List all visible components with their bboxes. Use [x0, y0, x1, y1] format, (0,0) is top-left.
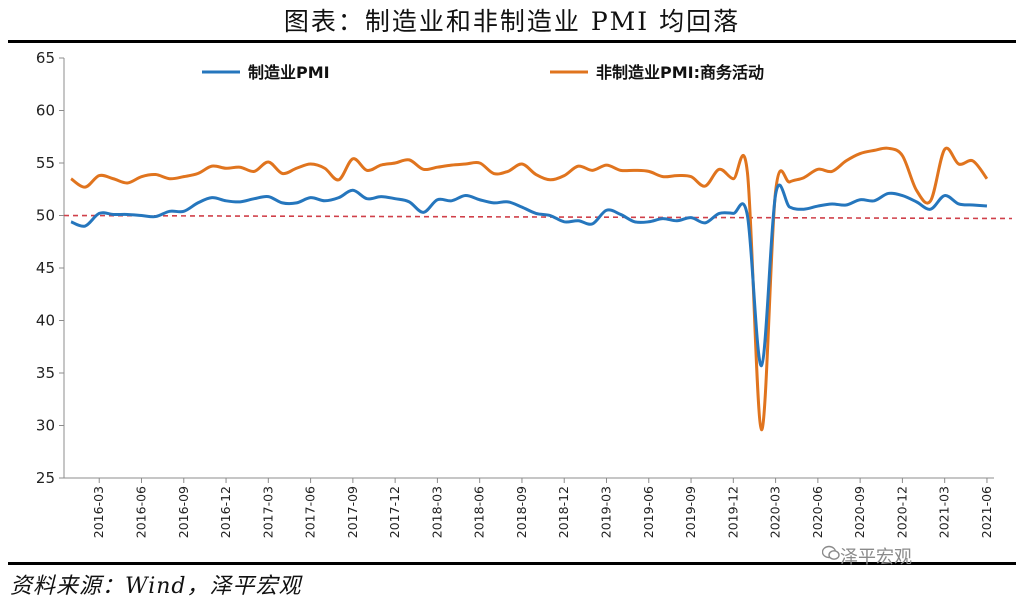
x-tick-label: 2018-06: [472, 486, 487, 538]
legend-label: 非制造业PMI:商务活动: [596, 63, 764, 82]
x-tick-label: 2017-09: [345, 486, 360, 538]
source-note: 资料来源：Wind，泽平宏观: [10, 574, 302, 599]
series-line-nonmanufacturing: [70, 146, 989, 432]
x-tick-label: 2016-06: [134, 486, 149, 538]
source-rule: [8, 562, 1016, 565]
y-tick-label: 45: [36, 259, 55, 277]
x-tick-label: 2018-12: [556, 486, 571, 538]
y-tick-label: 60: [36, 102, 55, 120]
y-tick-label: 25: [36, 469, 55, 487]
x-tick-label: 2021-03: [937, 486, 952, 538]
y-tick-label: 30: [36, 417, 55, 435]
y-tick-label: 50: [36, 207, 55, 225]
x-tick-label: 2019-06: [641, 486, 656, 538]
legend: 制造业PMI 非制造业PMI:商务活动: [202, 63, 764, 82]
x-tick-label: 2016-03: [91, 486, 106, 538]
y-tick-label: 55: [36, 154, 55, 172]
x-tick-label: 2017-12: [387, 486, 402, 538]
x-tick-label: 2020-12: [894, 486, 909, 538]
line-chart: 25 30 35 40 45 50 55 60 65 2016-03 2016-06 2016-09 2…: [36, 49, 1013, 538]
legend-label: 制造业PMI: [248, 63, 330, 82]
series-lines: [70, 146, 989, 432]
series-line-manufacturing: [70, 183, 988, 368]
y-tick-label: 35: [36, 364, 55, 382]
x-tick-label: 2018-03: [429, 486, 444, 538]
reference-line-group: [63, 214, 1013, 220]
chart-title: 图表：制造业和非制造业 PMI 均回落: [283, 7, 741, 36]
x-tick-label: 2020-09: [852, 486, 867, 538]
reference-line-50: [63, 214, 1013, 220]
x-tick-label: 2017-03: [260, 486, 275, 538]
x-tick-label: 2016-12: [218, 486, 233, 538]
x-tick-label: 2020-03: [768, 486, 783, 538]
x-tick-label: 2020-06: [810, 486, 825, 538]
x-tick-label: 2021-06: [979, 486, 994, 538]
x-tick-label: 2018-09: [514, 486, 529, 538]
x-tick-label: 2016-09: [176, 486, 191, 538]
y-tick-label: 65: [36, 49, 55, 67]
watermark: 泽平宏观: [840, 547, 912, 568]
x-tick-label: 2019-12: [725, 486, 740, 538]
x-tick-label: 2019-09: [683, 486, 698, 538]
x-tick-label: 2017-06: [303, 486, 318, 538]
title-rule: [8, 40, 1016, 43]
y-tick-label: 40: [36, 312, 55, 330]
chart-axes: 25 30 35 40 45 50 55 60 65 2016-03 2016-06 2016-09 2…: [36, 49, 994, 538]
x-tick-label: 2019-03: [599, 486, 614, 538]
